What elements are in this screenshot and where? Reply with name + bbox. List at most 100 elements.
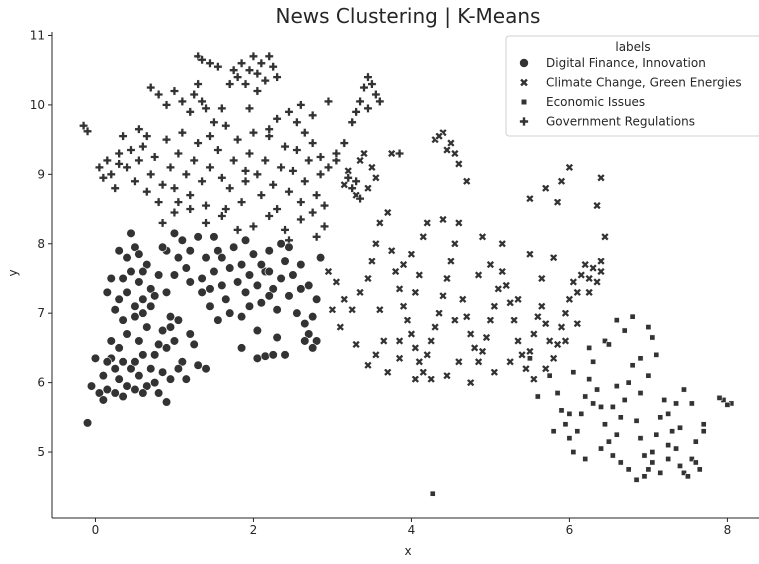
data-point (189, 155, 199, 165)
data-point (426, 374, 436, 384)
data-point (280, 142, 290, 152)
data-point (98, 371, 108, 381)
data-point (177, 128, 187, 138)
data-point (197, 176, 207, 186)
data-point (505, 357, 515, 367)
data-point (454, 218, 464, 228)
data-point (692, 459, 699, 466)
data-point (300, 128, 310, 138)
data-point (442, 274, 452, 283)
data-point (411, 288, 420, 297)
data-point (157, 242, 168, 252)
data-point (418, 367, 428, 377)
data-point (288, 166, 298, 176)
data-point (316, 169, 326, 179)
data-point (102, 357, 112, 367)
data-point (497, 267, 507, 276)
data-point (284, 187, 294, 197)
data-point (142, 187, 152, 197)
data-point (621, 327, 628, 334)
data-point (582, 456, 589, 462)
data-point (367, 79, 377, 89)
data-point (371, 350, 381, 360)
data-point (118, 357, 128, 367)
legend-item: Climate Change, Green Energies (519, 76, 742, 90)
data-point (284, 107, 294, 117)
data-point (233, 225, 243, 235)
data-point (165, 312, 176, 322)
data-point (343, 166, 353, 176)
data-point (90, 353, 101, 363)
data-point (209, 117, 219, 127)
data-point (331, 155, 341, 165)
data-point (169, 336, 180, 346)
data-point (134, 124, 144, 134)
data-point (347, 117, 357, 127)
data-point (233, 135, 243, 145)
data-point (422, 218, 432, 228)
data-point (161, 287, 172, 297)
legend-marker (519, 58, 529, 68)
data-point (205, 284, 215, 294)
axes: 0 2 4 6 8 5 6 7 8 9 10 11 (30, 28, 759, 537)
data-point (383, 367, 393, 377)
data-point (169, 183, 179, 193)
data-point (324, 162, 333, 172)
data-point (359, 83, 369, 92)
data-point (486, 315, 495, 325)
data-point (276, 273, 286, 284)
data-point (395, 354, 404, 363)
data-point (118, 391, 128, 402)
data-point (284, 291, 294, 301)
data-point (248, 51, 258, 61)
data-point (570, 369, 577, 376)
data-point (572, 319, 582, 328)
data-point (724, 401, 731, 408)
data-point (102, 384, 112, 395)
data-point (130, 384, 140, 395)
data-point (572, 288, 582, 297)
data-point (83, 126, 92, 136)
data-point (600, 232, 610, 242)
data-point (580, 260, 590, 269)
data-point (252, 169, 262, 179)
data-point (236, 312, 247, 322)
x-tick-label: 6 (566, 523, 574, 537)
data-point (229, 155, 239, 165)
data-point (375, 305, 385, 315)
data-point (300, 336, 310, 346)
data-point (561, 308, 570, 318)
data-point (549, 253, 558, 262)
data-point (241, 79, 250, 89)
data-point (304, 155, 314, 165)
data-point (462, 312, 472, 321)
data-point (173, 149, 183, 158)
data-point (653, 431, 660, 438)
data-point (284, 242, 294, 252)
data-point (629, 362, 636, 369)
data-point (138, 266, 148, 277)
data-point (162, 135, 171, 145)
data-point (157, 367, 168, 377)
data-point (610, 404, 616, 410)
data-point (565, 163, 574, 172)
data-point (696, 466, 703, 473)
data-point (304, 280, 314, 291)
data-point (264, 291, 274, 301)
data-point (150, 378, 160, 388)
data-point (201, 364, 211, 374)
data-point (280, 350, 290, 360)
data-point (264, 266, 274, 277)
data-point (248, 221, 258, 231)
y-tick-label: 8 (37, 237, 45, 251)
x-tick-label: 2 (250, 523, 258, 537)
data-point (554, 390, 561, 396)
data-point (494, 284, 503, 294)
data-point (677, 463, 683, 469)
data-point (158, 218, 168, 228)
data-point (130, 312, 140, 322)
data-point (110, 183, 120, 193)
data-point (602, 421, 608, 428)
data-point (181, 169, 191, 179)
data-point (561, 336, 570, 346)
